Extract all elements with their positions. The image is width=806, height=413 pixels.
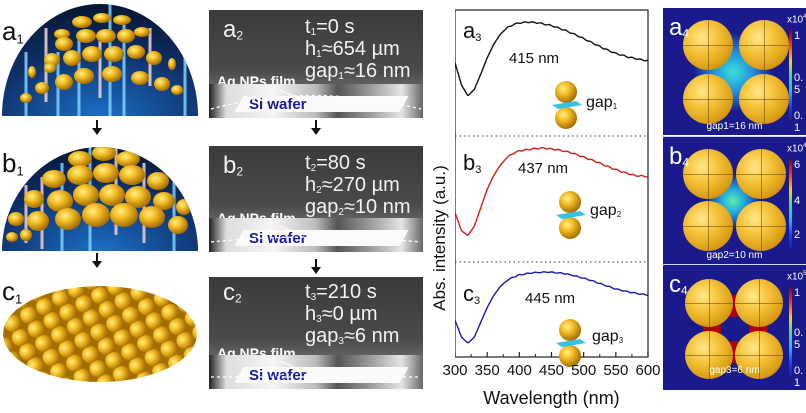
x-tick-label: 300: [442, 362, 468, 379]
panel-label-c1: c1: [2, 276, 23, 307]
nanosphere: [735, 331, 783, 379]
x-tick-label: 350: [474, 362, 500, 379]
gap-caption: gap3=6 nm: [709, 365, 760, 376]
field-hotspot: [749, 325, 767, 333]
nanosphere: [739, 74, 789, 124]
photo-panel-b2: b2 t2=80 s h2≈270 µm gap2≈10 nm Ag NPs f…: [209, 146, 423, 252]
panel-label-b3: b3: [463, 150, 482, 176]
nanosphere: [683, 201, 733, 251]
field-hotspot: [730, 295, 738, 317]
spectrum-line-b3: [455, 146, 649, 237]
time-readout: t3=210 s: [305, 281, 377, 303]
peak-label-b3: 437 nm: [518, 160, 569, 177]
peak-label-c3: 445 nm: [525, 290, 576, 307]
x-tick-label: 500: [571, 362, 597, 379]
gap-caption: gap1=16 nm: [706, 121, 763, 132]
colorbar-exponent: x105: [787, 271, 806, 283]
gap-readout: gap3≈6 nm: [305, 325, 400, 347]
colorbar-tick: 0. 5: [794, 72, 804, 96]
nanosphere: [683, 149, 733, 199]
sim-panel-c4: c4 x105 1 0. 5 0. 1 gap3=6 nm: [663, 265, 806, 390]
panel-label-b4: b4: [669, 143, 690, 170]
nanosphere: [736, 201, 786, 251]
nanosphere: [683, 20, 733, 70]
height-readout: h3≈0 µm: [305, 303, 378, 325]
time-readout: t2=80 s: [305, 152, 366, 174]
x-tick-label: 550: [603, 362, 629, 379]
close-packed-nanoparticle-film-c1: [3, 286, 197, 382]
panel-divider: [663, 264, 806, 265]
nanosphere: [736, 149, 786, 199]
panel-label-c3: c3: [463, 281, 481, 307]
photo-panel-c2: c2 t3=210 s h3≈0 µm gap3≈6 nm Ag NPs fil…: [209, 277, 423, 389]
peak-label-a3: 415 nm: [509, 50, 560, 67]
nanosphere: [739, 20, 789, 70]
colorbar-tick: 0. 1: [794, 110, 804, 134]
field-hotspot: [730, 341, 738, 363]
panel-label-a4: a4: [669, 14, 690, 41]
colorbar: [789, 159, 792, 251]
panel-divider: [663, 136, 806, 137]
x-axis-label: Wavelength (nm): [483, 388, 620, 408]
wafer-label: Si wafer: [249, 96, 307, 113]
x-tick-label: 600: [635, 362, 661, 379]
height-readout: h1≈654 µm: [305, 38, 400, 60]
spectra-chart: [455, 9, 649, 358]
sim-panel-b4: b4 x104 6 4 2 gap2=10 nm: [663, 137, 806, 264]
colorbar: [789, 287, 792, 379]
spectrum-line-c3: [455, 271, 648, 344]
colorbar-tick: 1: [794, 287, 801, 299]
colorbar-tick: 6: [794, 159, 801, 171]
colorbar: [789, 30, 792, 122]
nanosphere: [685, 279, 733, 327]
sim-panel-a4: a4 x104 1 0. 5 0. 1 gap1=16 nm: [663, 8, 806, 135]
film-outline-annotation: [210, 225, 422, 243]
nanosphere: [685, 331, 733, 379]
x-tick-label: 450: [538, 362, 565, 379]
nanoparticle-dimer-icon: [556, 319, 586, 367]
film-outline-annotation: [210, 89, 422, 110]
nanoparticle-dimer-icon: [556, 191, 586, 239]
time-readout: t1=0 s: [305, 16, 355, 38]
wafer-label: Si wafer: [249, 367, 307, 384]
panel-label-a1: a1: [2, 16, 24, 47]
colorbar-tick: 1: [794, 30, 801, 42]
gap-label-c3: gap3: [592, 328, 624, 345]
y-axis-label: Abs. intensity (a.u.): [430, 165, 449, 311]
x-tick-label: 400: [506, 362, 532, 379]
photo-panel-a2: a2 t1=0 s h1≈654 µm gap1≈16 nm Ag NPs fi…: [209, 10, 423, 118]
evaporating-droplet-schematic-b1: [2, 147, 198, 251]
panel-label-c4: c4: [669, 271, 688, 298]
nanosphere: [683, 74, 733, 124]
colorbar-tick: 4: [794, 195, 801, 207]
panel-label-c2: c2: [223, 279, 242, 306]
height-readout: h2≈270 µm: [305, 174, 400, 196]
gap-label-b3: gap2: [590, 202, 622, 219]
y-axis-label-wrap: Abs. intensity (a.u.): [428, 118, 452, 358]
nanosphere: [735, 279, 783, 327]
panel-label-a3: a3: [463, 18, 482, 44]
panel-label-b1: b1: [2, 148, 24, 179]
colorbar-exponent: x104: [787, 143, 806, 155]
gap-readout: gap2≈10 nm: [305, 196, 411, 218]
colorbar-tick: 0. 1: [794, 365, 804, 389]
panel-label-b2: b2: [223, 152, 244, 179]
colorbar-tick: 0. 5: [794, 327, 804, 351]
colorbar-exponent: x104: [787, 14, 806, 26]
field-hotspot: [703, 325, 721, 333]
gap-readout: gap1≈16 nm: [305, 60, 411, 82]
evaporating-droplet-schematic-a1: [2, 4, 198, 116]
gap-caption: gap2=10 nm: [706, 250, 763, 261]
panel-label-a2: a2: [223, 16, 244, 43]
wafer-label: Si wafer: [249, 230, 307, 247]
film-outline-annotation: [211, 360, 421, 378]
spectrum-line-a3: [455, 21, 649, 97]
nanoparticle-dimer-icon: [552, 81, 582, 129]
gap-label-a3: gap1: [586, 94, 618, 111]
colorbar-tick: 2: [794, 229, 801, 241]
